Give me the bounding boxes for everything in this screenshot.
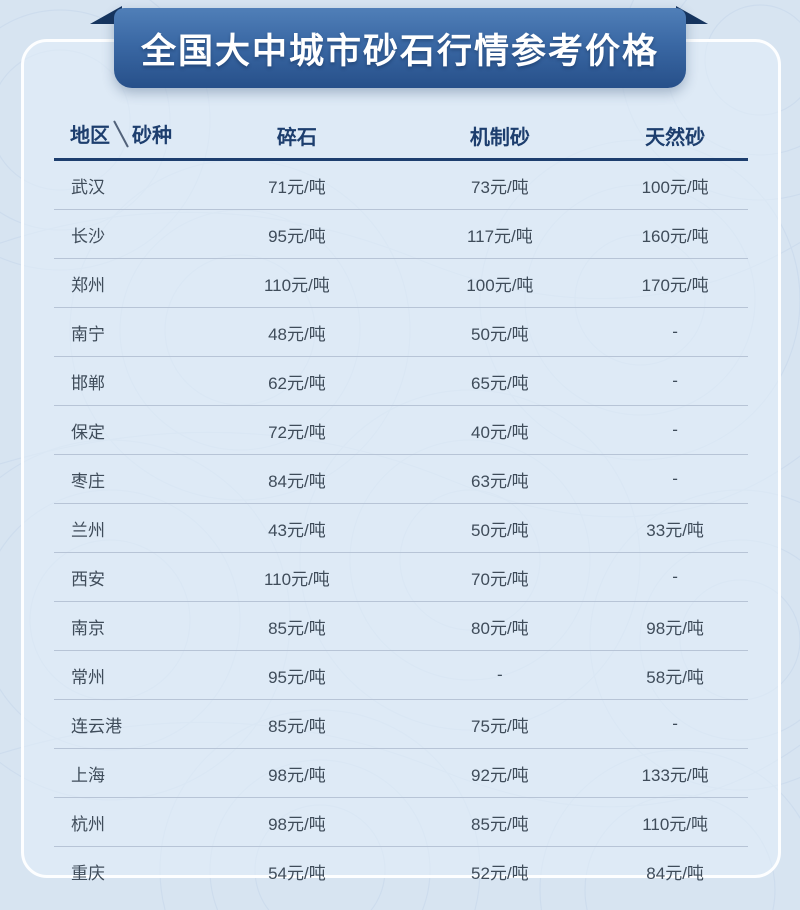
city-cell: 枣庄 xyxy=(54,454,197,504)
natural-sand-price-cell: - xyxy=(602,699,748,749)
table-row: 武汉 71元/吨 73元/吨 100元/吨 xyxy=(54,159,748,210)
table-row: 南京 85元/吨 80元/吨 98元/吨 xyxy=(54,601,748,651)
table-row: 长沙 95元/吨 117元/吨 160元/吨 xyxy=(54,209,748,259)
natural-sand-price-cell: - xyxy=(602,454,748,504)
table-row: 枣庄 84元/吨 63元/吨 - xyxy=(54,454,748,504)
machine-sand-price-cell: 73元/吨 xyxy=(397,159,603,210)
table-row: 郑州 110元/吨 100元/吨 170元/吨 xyxy=(54,258,748,308)
column-header-natural-sand: 天然砂 xyxy=(602,112,748,161)
crushed-stone-price-cell: 98元/吨 xyxy=(196,797,398,847)
crushed-stone-price-cell: 110元/吨 xyxy=(196,258,398,308)
city-cell: 武汉 xyxy=(54,159,197,210)
city-cell: 上海 xyxy=(54,748,197,798)
crushed-stone-price-cell: 84元/吨 xyxy=(196,454,398,504)
natural-sand-price-cell: 160元/吨 xyxy=(602,209,748,259)
crushed-stone-price-cell: 43元/吨 xyxy=(196,503,398,553)
diagonal-divider xyxy=(113,120,129,149)
machine-sand-price-cell: 85元/吨 xyxy=(397,797,603,847)
crushed-stone-price-cell: 85元/吨 xyxy=(196,699,398,749)
machine-sand-price-cell: 50元/吨 xyxy=(397,503,603,553)
crushed-stone-price-cell: 72元/吨 xyxy=(196,405,398,455)
crushed-stone-price-cell: 48元/吨 xyxy=(196,307,398,357)
natural-sand-price-cell: 100元/吨 xyxy=(602,159,748,210)
machine-sand-price-cell: 100元/吨 xyxy=(397,258,603,308)
price-table: 地区 砂种 碎石 机制砂 天然砂 武汉 71元/吨 73元/吨 100元/吨 xyxy=(54,112,748,895)
natural-sand-price-cell: 84元/吨 xyxy=(646,863,704,883)
natural-sand-price-cell: 33元/吨 xyxy=(602,503,748,553)
city-cell: 连云港 xyxy=(54,699,197,749)
natural-sand-price-cell: 58元/吨 xyxy=(602,650,748,700)
machine-sand-price-cell: 50元/吨 xyxy=(397,307,603,357)
crushed-stone-price-cell: 95元/吨 xyxy=(196,650,398,700)
table-row: 西安 110元/吨 70元/吨 - xyxy=(54,552,748,602)
corner-region-label: 地区 xyxy=(70,124,110,147)
header-row: 地区 砂种 碎石 机制砂 天然砂 xyxy=(54,112,748,161)
city-cell: 杭州 xyxy=(54,797,197,847)
table-row: 保定 72元/吨 40元/吨 - xyxy=(54,405,748,455)
machine-sand-price-cell: 117元/吨 xyxy=(397,209,603,259)
machine-sand-price-cell: 70元/吨 xyxy=(397,552,603,602)
crushed-stone-price-cell: 71元/吨 xyxy=(196,159,398,210)
table-row: 连云港 85元/吨 75元/吨 - xyxy=(54,699,748,749)
machine-sand-price-cell: 65元/吨 xyxy=(397,356,603,406)
natural-sand-price-cell: - xyxy=(602,307,748,357)
crushed-stone-price-cell: 54元/吨 xyxy=(268,863,326,883)
column-header-machine-sand: 机制砂 xyxy=(397,112,603,161)
table-row: 上海 98元/吨 92元/吨 133元/吨 xyxy=(54,748,748,798)
crushed-stone-price-cell: 110元/吨 xyxy=(196,552,398,602)
city-cell: 邯郸 xyxy=(54,356,197,406)
city-cell: 常州 xyxy=(54,650,197,700)
natural-sand-price-cell: 170元/吨 xyxy=(602,258,748,308)
city-cell: 长沙 xyxy=(54,209,197,259)
natural-sand-price-cell: 110元/吨 xyxy=(602,797,748,847)
natural-sand-price-cell: 98元/吨 xyxy=(602,601,748,651)
table-row: 常州 95元/吨 - 58元/吨 xyxy=(54,650,748,700)
corner-sandtype-label: 砂种 xyxy=(132,124,172,147)
natural-sand-price-cell: 133元/吨 xyxy=(602,748,748,798)
machine-sand-price-cell: 80元/吨 xyxy=(397,601,603,651)
city-cell: 兰州 xyxy=(54,503,197,553)
machine-sand-price-cell: 63元/吨 xyxy=(397,454,603,504)
city-cell: 南京 xyxy=(54,601,197,651)
machine-sand-price-cell: 92元/吨 xyxy=(397,748,603,798)
machine-sand-price-cell: 52元/吨 xyxy=(471,863,529,883)
machine-sand-price-cell: 40元/吨 xyxy=(397,405,603,455)
crushed-stone-price-cell: 98元/吨 xyxy=(196,748,398,798)
city-cell: 重庆 xyxy=(71,863,105,883)
crushed-stone-price-cell: 85元/吨 xyxy=(196,601,398,651)
city-cell: 南宁 xyxy=(54,307,197,357)
table-row: 南宁 48元/吨 50元/吨 - xyxy=(54,307,748,357)
machine-sand-price-cell: - xyxy=(397,650,603,700)
natural-sand-price-cell: - xyxy=(602,405,748,455)
table-row: 杭州 98元/吨 85元/吨 110元/吨 xyxy=(54,797,748,847)
table-row: 重庆 54元/吨 52元/吨 84元/吨 xyxy=(54,847,748,896)
crushed-stone-price-cell: 62元/吨 xyxy=(196,356,398,406)
corner-header-cell: 地区 砂种 xyxy=(54,112,197,161)
natural-sand-price-cell: - xyxy=(602,552,748,602)
table-row: 兰州 43元/吨 50元/吨 33元/吨 xyxy=(54,503,748,553)
column-header-crushed-stone: 碎石 xyxy=(196,112,398,161)
natural-sand-price-cell: - xyxy=(602,356,748,406)
machine-sand-price-cell: 75元/吨 xyxy=(397,699,603,749)
banner-title: 全国大中城市砂石行情参考价格 xyxy=(114,8,686,88)
city-cell: 保定 xyxy=(54,405,197,455)
city-cell: 西安 xyxy=(54,552,197,602)
price-card: 地区 砂种 碎石 机制砂 天然砂 武汉 71元/吨 73元/吨 100元/吨 xyxy=(21,39,781,883)
table-row: 邯郸 62元/吨 65元/吨 - xyxy=(54,356,748,406)
crushed-stone-price-cell: 95元/吨 xyxy=(196,209,398,259)
city-cell: 郑州 xyxy=(54,258,197,308)
